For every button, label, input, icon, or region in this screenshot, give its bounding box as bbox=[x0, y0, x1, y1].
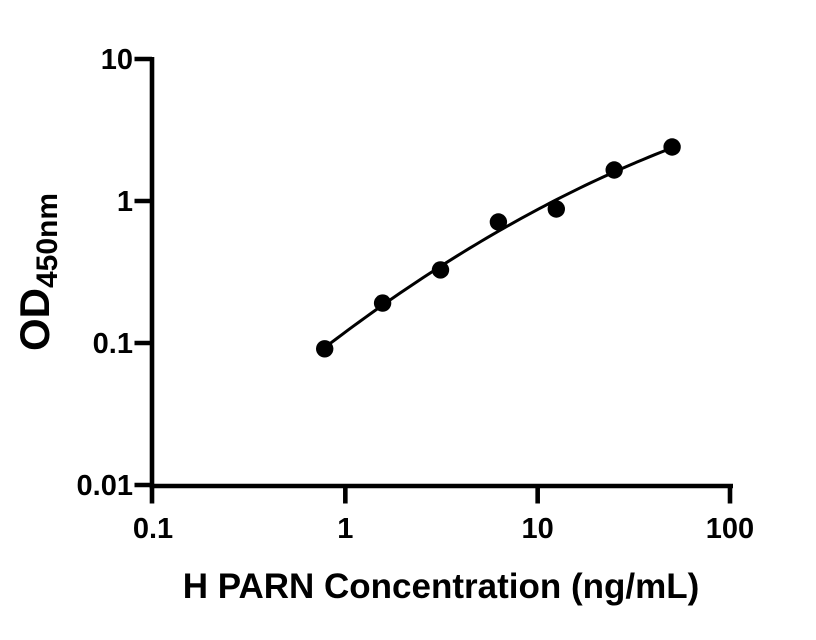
data-point-marker bbox=[663, 138, 681, 156]
y-axis-title-main: OD bbox=[11, 288, 58, 351]
x-axis-title: H PARN Concentration (ng/mL) bbox=[183, 567, 700, 606]
y-tick-label: 1 bbox=[117, 186, 133, 218]
data-point-marker bbox=[489, 213, 508, 231]
data-point-marker bbox=[431, 261, 450, 279]
fitted-curve bbox=[323, 146, 674, 350]
data-point-marker bbox=[605, 161, 623, 179]
y-axis-title: OD450nm bbox=[11, 193, 64, 351]
y-tick-label: 0.01 bbox=[77, 470, 133, 502]
x-tick-label: 1 bbox=[337, 513, 353, 545]
y-tick-label: 10 bbox=[101, 44, 133, 76]
x-tick-label: 100 bbox=[706, 513, 754, 545]
data-point-marker bbox=[547, 200, 565, 218]
y-axis-title-subscript: 450nm bbox=[31, 193, 64, 288]
data-point-marker bbox=[316, 340, 334, 358]
x-tick-label: 10 bbox=[522, 513, 554, 545]
x-tick-label: 0.1 bbox=[133, 513, 173, 545]
y-tick-label: 0.1 bbox=[93, 328, 133, 360]
data-point-marker bbox=[373, 294, 392, 312]
